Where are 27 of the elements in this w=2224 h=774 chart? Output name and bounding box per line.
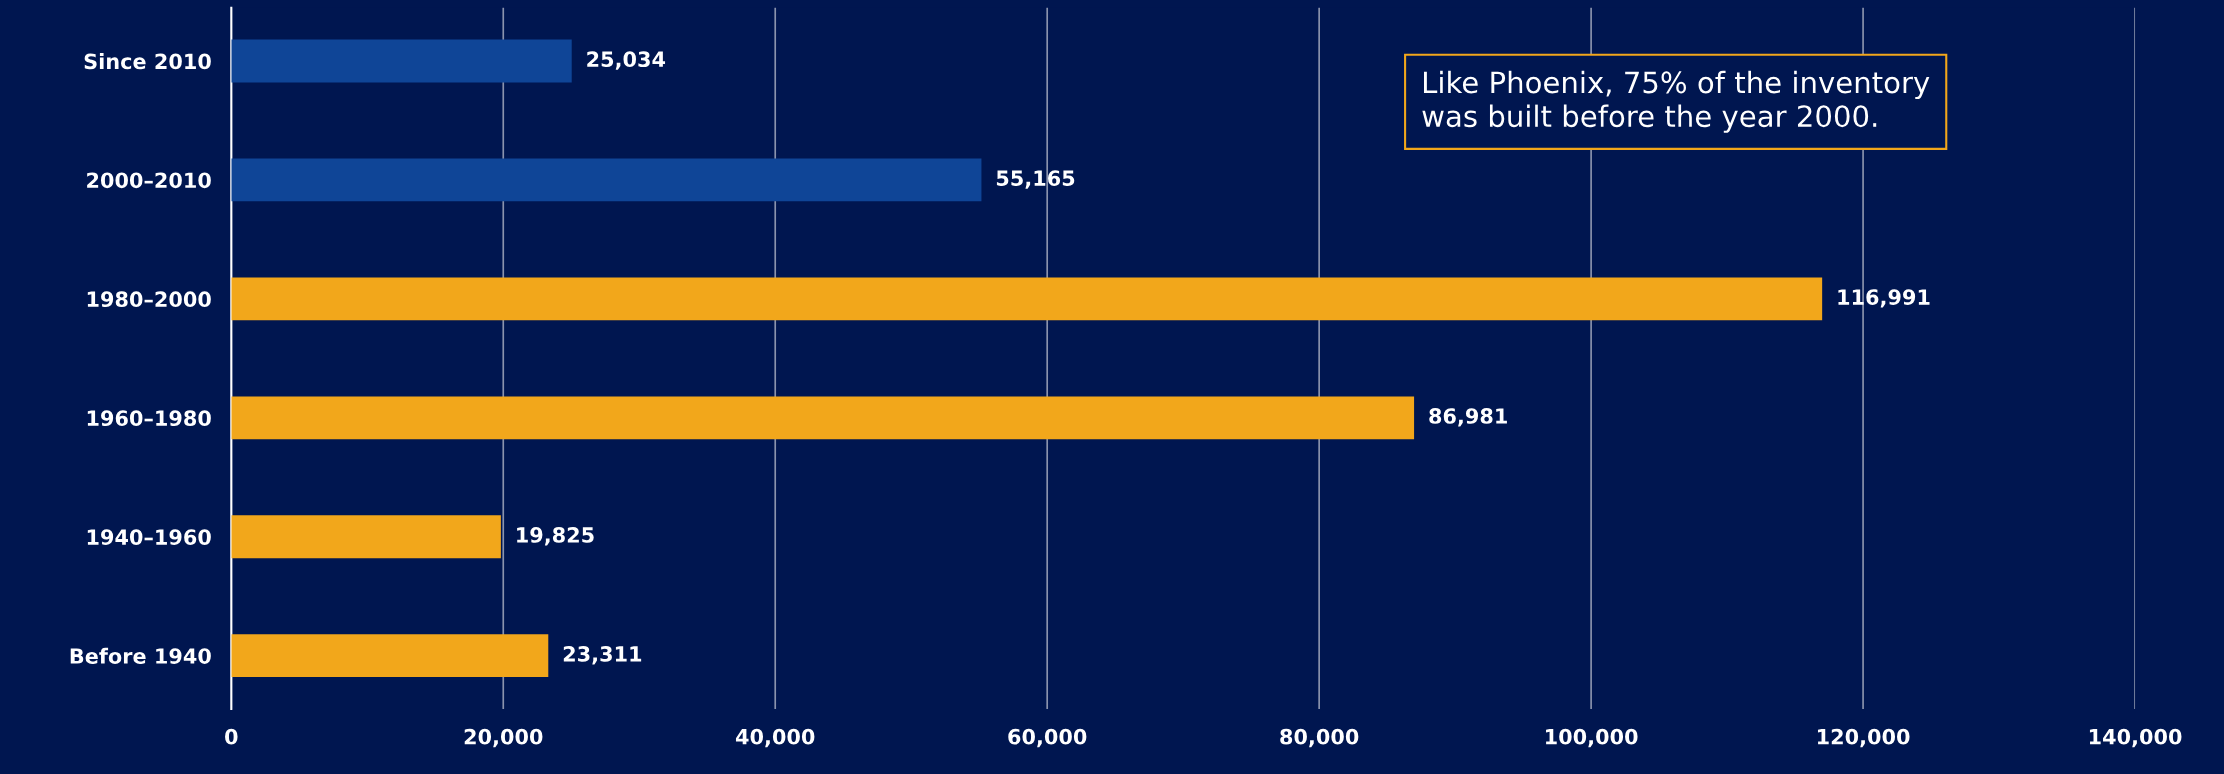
y-tick-label: 1960–1980 bbox=[87, 410, 211, 427]
y-tick-label: Since 2010 bbox=[84, 53, 211, 70]
data-label: 23,311 bbox=[563, 645, 642, 665]
data-label: 86,981 bbox=[1429, 408, 1507, 427]
x-tick-label: 60,000 bbox=[1008, 728, 1087, 748]
y-tick-label: 1980–2000 bbox=[87, 291, 211, 308]
data-label: 25,034 bbox=[587, 51, 666, 70]
bar bbox=[231, 515, 501, 559]
bar bbox=[231, 634, 549, 678]
y-tick-label: 2000–2010 bbox=[87, 172, 211, 189]
x-tick-label: 40,000 bbox=[735, 728, 815, 748]
x-tick-label: 20,000 bbox=[464, 728, 543, 748]
annotation: Like Phoenix, 75% of the inventory was built before the year 2000. bbox=[1422, 70, 1930, 133]
x-tick-label: 100,000 bbox=[1546, 728, 1638, 748]
x-tick-label: 140,000 bbox=[2089, 728, 2182, 748]
x-tick-label: 120,000 bbox=[1817, 728, 1910, 748]
x-tick-label: 80,000 bbox=[1280, 728, 1359, 748]
bar bbox=[231, 158, 982, 202]
bar bbox=[231, 39, 572, 83]
bar bbox=[231, 396, 1415, 440]
y-tick-label: Before 1940 bbox=[70, 647, 211, 664]
x-tick-label: 0 bbox=[225, 728, 238, 745]
bar bbox=[231, 277, 1823, 321]
data-label: 116,991 bbox=[1838, 289, 1930, 308]
data-label: 19,825 bbox=[517, 527, 594, 546]
y-tick-label: 1940–1960 bbox=[87, 529, 211, 545]
data-label: 55,165 bbox=[996, 170, 1075, 189]
